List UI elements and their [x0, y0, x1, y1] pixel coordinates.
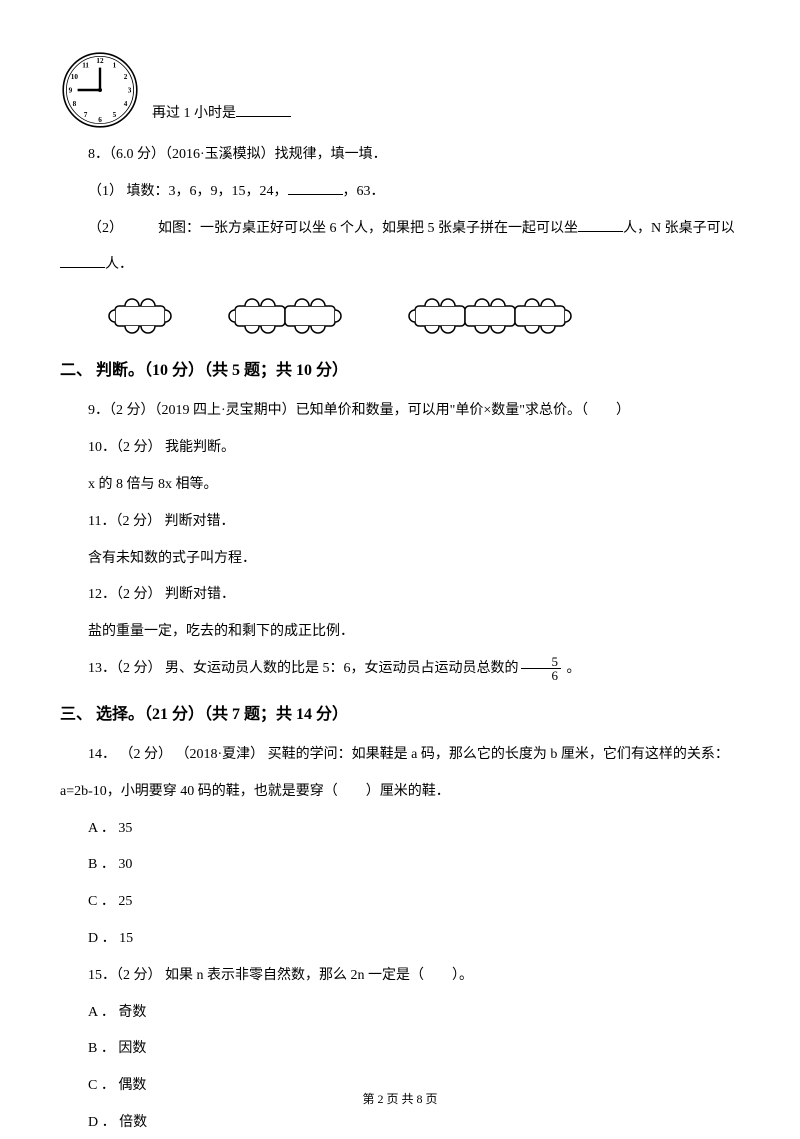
q10-head: 10．（2 分） 我能判断。	[60, 433, 740, 464]
q14-optA: A ． 35	[60, 814, 740, 845]
svg-text:5: 5	[113, 111, 117, 119]
q14-optB: B ． 30	[60, 850, 740, 881]
q12-body: 盐的重量一定，吃去的和剩下的成正比例．	[60, 617, 740, 648]
q15-optD: D ． 倍数	[60, 1108, 740, 1139]
clock-row: 12 1 2 3 4 5 6 7 8 9 10 11 再过 1 小时是	[60, 50, 740, 130]
fraction-5-6: 56	[521, 655, 562, 682]
svg-text:11: 11	[82, 62, 89, 70]
q8-sub1: （1） 填数：3，6，9，15，24，，63．	[60, 177, 740, 208]
q12-head: 12．（2 分） 判断对错．	[60, 580, 740, 611]
section2-title: 二、 判断。（10 分）（共 5 题；共 10 分）	[60, 353, 740, 388]
q13: 13．（2 分） 男、女运动员人数的比是 5：6，女运动员占运动员总数的56 。	[60, 654, 740, 685]
q14-optC: C ． 25	[60, 887, 740, 918]
svg-text:1: 1	[113, 62, 117, 70]
q9: 9．（2 分）（2019 四上·灵宝期中）已知单价和数量，可以用"单价×数量"求…	[60, 396, 740, 427]
svg-text:3: 3	[128, 86, 132, 94]
svg-text:6: 6	[98, 116, 102, 124]
q14-optD: D ． 15	[60, 924, 740, 955]
table-diagrams	[100, 291, 740, 341]
q8-sub2-a: （2） 如图：一张方桌正好可以坐 6 个人，如果把 5 张桌子拼在一起可以坐人，…	[60, 214, 740, 245]
svg-text:7: 7	[84, 111, 88, 119]
q14-line1: 14． （2 分） （2018·夏津） 买鞋的学问：如果鞋是 a 码，那么它的长…	[60, 740, 740, 771]
q15-optA: A ． 奇数	[60, 998, 740, 1029]
svg-text:10: 10	[71, 73, 79, 81]
svg-text:4: 4	[124, 100, 128, 108]
clock-caption: 再过 1 小时是	[152, 99, 291, 130]
q15: 15．（2 分） 如果 n 表示非零自然数，那么 2n 一定是（ ）。	[60, 961, 740, 992]
svg-text:9: 9	[69, 86, 73, 94]
q11-body: 含有未知数的式子叫方程．	[60, 544, 740, 575]
svg-text:2: 2	[124, 73, 128, 81]
clock-image: 12 1 2 3 4 5 6 7 8 9 10 11	[60, 50, 140, 130]
table-3	[400, 291, 590, 341]
q10-body: x 的 8 倍与 8x 相等。	[60, 470, 740, 501]
section3-title: 三、 选择。（21 分）（共 7 题；共 14 分）	[60, 697, 740, 732]
q14-line2: a=2b-10，小明要穿 40 码的鞋，也就是要穿（ ）厘米的鞋．	[60, 777, 740, 808]
table-1	[100, 291, 180, 341]
q15-optB: B ． 因数	[60, 1034, 740, 1065]
q8-header: 8．（6.0 分）（2016·玉溪模拟）找规律，填一填．	[60, 140, 740, 171]
q11-head: 11．（2 分） 判断对错．	[60, 507, 740, 538]
q8-sub2-b: 人．	[60, 250, 740, 281]
svg-text:8: 8	[73, 100, 77, 108]
table-2	[220, 291, 360, 341]
page-footer: 第 2 页 共 8 页	[0, 1086, 800, 1112]
svg-text:12: 12	[96, 57, 104, 65]
